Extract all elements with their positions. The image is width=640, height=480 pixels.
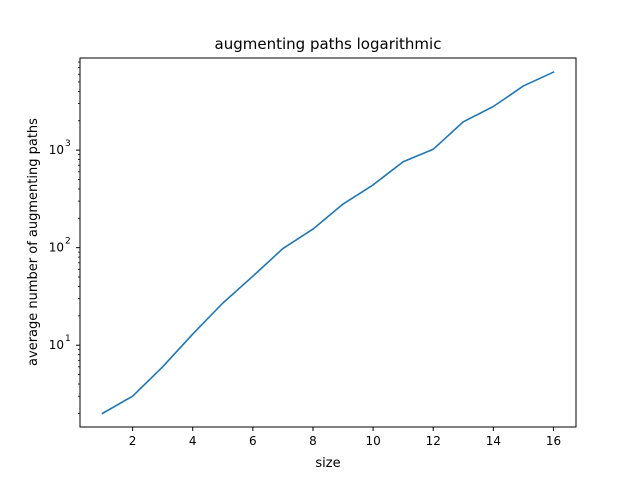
x-tick-label: 14	[486, 434, 501, 448]
y-tick-label: 10	[49, 241, 64, 255]
x-axis-ticks: 2 4 6 8 10 12 14 16	[129, 427, 561, 448]
y-tick-base: 10	[49, 241, 64, 255]
x-tick-label: 4	[189, 434, 197, 448]
x-tick-label: 8	[309, 434, 317, 448]
x-tick-label: 16	[546, 434, 561, 448]
x-tick-label: 12	[426, 434, 441, 448]
series-line	[101, 71, 555, 415]
y-tick-label: 10	[49, 338, 64, 352]
x-tick-label: 10	[365, 434, 380, 448]
y-tick-exponent: 1	[65, 334, 71, 344]
y-tick-exponent: 2	[65, 237, 71, 247]
chart-title: augmenting paths logarithmic	[215, 35, 442, 53]
series-lines	[101, 71, 555, 415]
plot-frame	[79, 57, 577, 428]
x-tick-label: 6	[249, 434, 257, 448]
x-tick-label: 2	[129, 434, 137, 448]
y-axis-label: average number of augmenting paths	[26, 118, 41, 366]
y-tick-label: 10	[49, 143, 64, 157]
y-tick-base: 10	[49, 143, 64, 157]
y-tick-base: 10	[49, 338, 64, 352]
x-axis-label: size	[315, 456, 340, 471]
y-tick-exponent: 3	[65, 139, 71, 149]
